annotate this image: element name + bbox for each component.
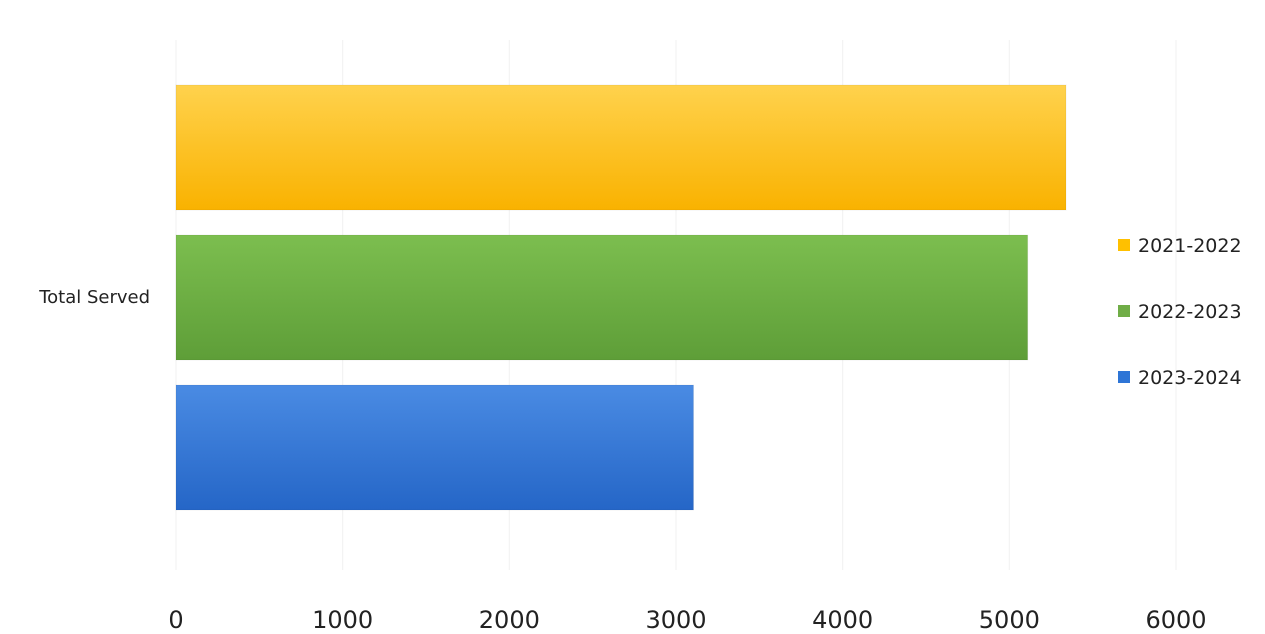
- bar-2023-2024: [176, 385, 694, 510]
- bars: [176, 85, 1066, 510]
- x-tick-label: 4000: [812, 606, 873, 634]
- legend-label: 2021-2022: [1138, 235, 1242, 257]
- x-tick-label: 0: [168, 606, 183, 634]
- category-label: Total Served: [38, 287, 150, 308]
- x-tick-label: 5000: [979, 606, 1040, 634]
- legend-swatch: [1118, 371, 1130, 383]
- x-tick-label: 3000: [645, 606, 706, 634]
- x-tick-label: 1000: [312, 606, 373, 634]
- legend-label: 2023-2024: [1138, 367, 1242, 389]
- legend-label: 2022-2023: [1138, 301, 1242, 323]
- bar-2021-2022: [176, 85, 1066, 210]
- legend-swatch: [1118, 239, 1130, 251]
- bar-2022-2023: [176, 235, 1028, 360]
- x-tick-label: 6000: [1145, 606, 1206, 634]
- category-axis: Total Served: [38, 287, 150, 308]
- x-tick-label: 2000: [479, 606, 540, 634]
- legend-swatch: [1118, 305, 1130, 317]
- x-axis-ticks: 0 1000 2000 3000 4000 5000 6000: [168, 606, 1206, 634]
- legend: 2021-2022 2022-2023 2023-2024: [1118, 235, 1242, 389]
